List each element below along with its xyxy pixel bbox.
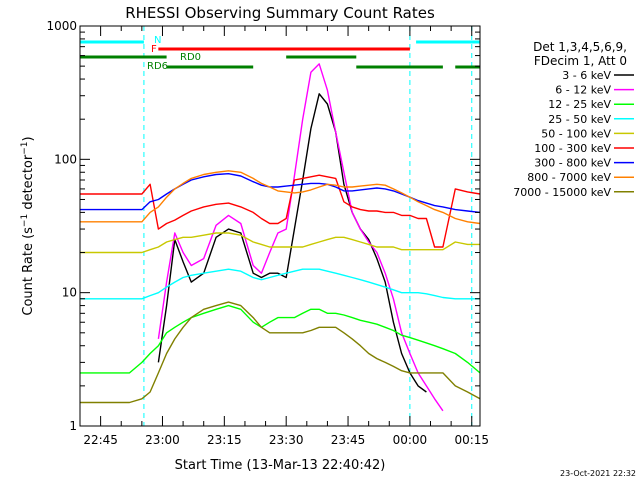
x-tick-label-3: 23:30 <box>269 433 304 447</box>
y-axis-title-sup2: −1 <box>20 141 30 154</box>
x-tick-label-2: 23:15 <box>207 433 242 447</box>
axes: 22:45 23:00 23:15 23:30 23:45 00:00 00:15 1 10 10… <box>46 19 489 447</box>
legend-label-5: 100 - 300 keV <box>534 142 611 155</box>
y-axis-title-part3: ) <box>21 136 36 141</box>
y-axis-title-sup1: −1 <box>20 214 30 227</box>
y-tick-label-2: 100 <box>54 152 77 166</box>
legend: Det 1,3,4,5,6,9, FDecim 1, Att 0 3 - 6 k… <box>513 40 634 199</box>
legend-header-line-1: Det 1,3,4,5,6,9, <box>533 40 627 54</box>
y-tick-label-0: 1 <box>69 419 77 433</box>
chart-title: RHESSI Observing Summary Count Rates <box>125 4 435 22</box>
timestamp: 23-Oct-2021 22:32 <box>560 469 636 478</box>
legend-label-0: 3 - 6 keV <box>562 69 611 82</box>
series-line-2 <box>80 304 481 374</box>
y-axis-title-part1: Count Rate (s <box>21 227 36 316</box>
flag-label-n: N <box>154 35 161 46</box>
y-tick-label-1: 10 <box>62 286 77 300</box>
legend-label-8: 7000 - 15000 keV <box>513 186 611 199</box>
legend-label-2: 12 - 25 keV <box>548 98 611 111</box>
legend-label-6: 300 - 800 keV <box>534 157 611 170</box>
series-line-1 <box>157 63 444 412</box>
legend-label-3: 25 - 50 keV <box>548 113 611 126</box>
y-axis-title-part2: detector <box>21 154 36 214</box>
x-tick-label-6: 00:15 <box>454 433 489 447</box>
series-line-4 <box>80 232 480 254</box>
x-tick-label-1: 23:00 <box>145 433 180 447</box>
series-line-7 <box>80 170 481 225</box>
plot-area: NF RD0 RD6 <box>80 26 481 426</box>
series-line-8 <box>80 301 481 404</box>
plot-frame <box>79 25 481 427</box>
x-tick-label-4: 23:45 <box>331 433 366 447</box>
legend-label-1: 6 - 12 keV <box>555 84 611 97</box>
x-tick-label-0: 22:45 <box>83 433 118 447</box>
legend-label-7: 800 - 7000 keV <box>527 171 611 184</box>
flag-label-rd6: RD6 <box>147 61 168 72</box>
flag-label-f: F <box>151 44 157 55</box>
series-line-3 <box>80 268 480 300</box>
y-axis-title: Count Rate (s−1 detector−1) <box>20 136 36 315</box>
x-tick-label-5: 00:00 <box>393 433 428 447</box>
series-line-5 <box>80 174 481 248</box>
flag-label-rd0: RD0 <box>180 52 201 63</box>
legend-header-line-2: FDecim 1, Att 0 <box>534 54 627 68</box>
y-tick-label-3: 1000 <box>46 19 77 33</box>
legend-label-4: 50 - 100 keV <box>541 127 611 140</box>
x-axis-title: Start Time (13-Mar-13 22:40:42) <box>175 458 386 473</box>
